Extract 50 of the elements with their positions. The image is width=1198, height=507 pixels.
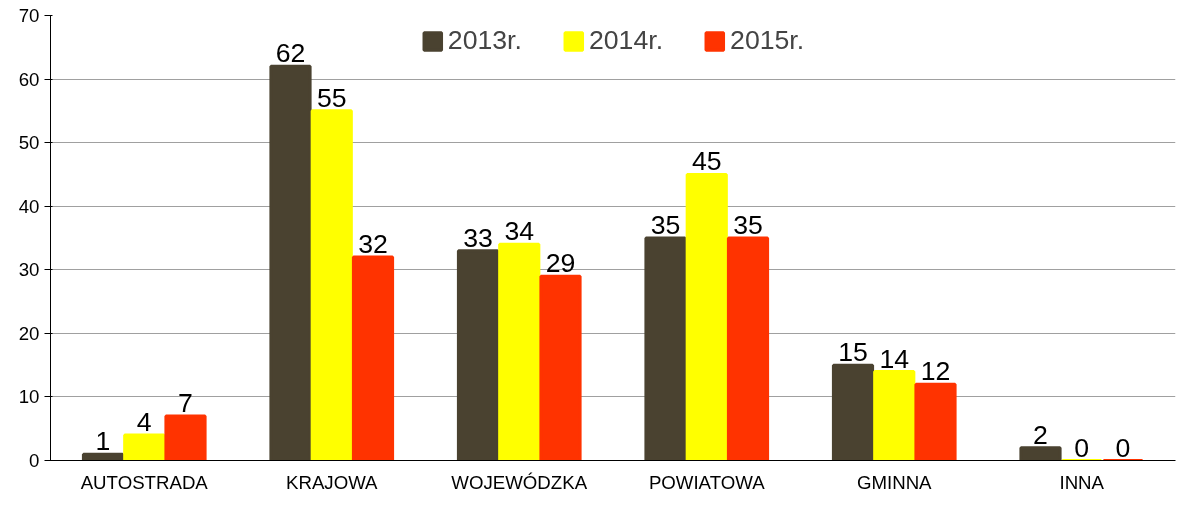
legend-label: 2014r. [588, 25, 664, 56]
y-tick-label: 20 [18, 322, 40, 344]
bar [914, 382, 957, 461]
data-label: 2 [1033, 419, 1048, 450]
y-tick-label: 40 [18, 195, 40, 217]
bar [873, 370, 916, 461]
data-label: 33 [463, 222, 493, 253]
x-tick-label: AUTOSTRADA [80, 471, 209, 493]
y-tick-label: 0 [29, 450, 40, 471]
bar [726, 236, 770, 461]
x-tick-label: POWIATOWA [648, 471, 766, 493]
bar [351, 255, 395, 461]
bar [539, 274, 582, 461]
data-label: 55 [316, 82, 347, 113]
bar [685, 172, 728, 461]
x-tick-label: INNA [1059, 471, 1105, 493]
data-label: 1 [95, 426, 111, 457]
x-tick-label: GMINNA [856, 471, 933, 493]
x-tick-label: KRAJOWA [285, 471, 379, 493]
y-tick-label: 30 [18, 259, 40, 281]
bar [498, 242, 541, 461]
bar [310, 109, 353, 461]
bar [831, 363, 875, 461]
data-label: 45 [691, 146, 722, 177]
data-label: 62 [275, 38, 306, 69]
y-tick-label: 70 [18, 5, 40, 26]
bar [644, 236, 687, 461]
y-tick-label: 50 [18, 132, 40, 154]
data-label: 4 [136, 407, 152, 438]
bar [456, 249, 500, 461]
bar [269, 64, 312, 461]
y-tick-label: 10 [18, 386, 40, 408]
legend-label: 2013r. [447, 25, 522, 56]
data-label: 0 [1115, 432, 1131, 463]
x-tick-label: WOJEWÓDZKA [451, 471, 588, 493]
bar [123, 433, 166, 461]
data-label: 7 [178, 388, 193, 418]
bar [1019, 446, 1062, 461]
data-label: 15 [838, 337, 868, 368]
data-label: 34 [504, 216, 535, 247]
legend-label: 2015r. [730, 25, 805, 56]
data-label: 35 [650, 210, 681, 240]
data-label: 32 [358, 229, 388, 260]
data-label: 0 [1074, 432, 1090, 463]
data-label: 35 [733, 210, 763, 240]
bar [164, 414, 207, 461]
data-label: 12 [920, 356, 951, 387]
y-tick-label: 60 [18, 68, 40, 90]
data-label: 29 [545, 248, 576, 279]
data-label: 14 [879, 343, 910, 374]
